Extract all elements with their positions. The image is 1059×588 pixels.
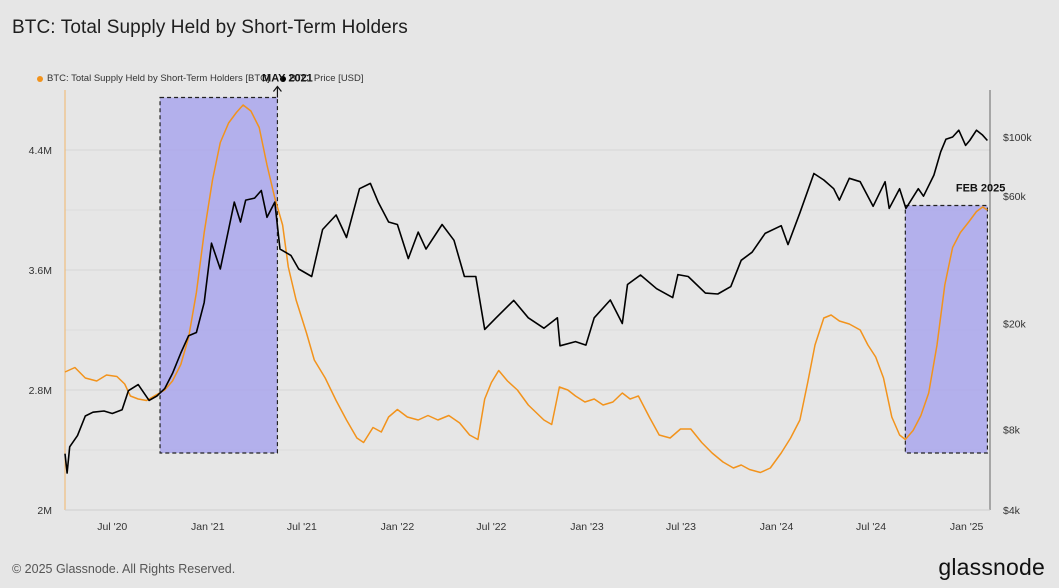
x-tick-label: Jan '25 <box>950 521 984 533</box>
copyright-footer: © 2025 Glassnode. All Rights Reserved. <box>12 562 236 576</box>
highlight-box-2 <box>904 204 989 454</box>
y-left-tick-label: 2M <box>37 505 52 517</box>
y-left-tick-label: 2.8M <box>29 385 52 397</box>
legend-label-supply: BTC: Total Supply Held by Short-Term Hol… <box>47 73 270 84</box>
x-tick-label: Jan '23 <box>570 521 604 533</box>
y-left-tick-label: 4.4M <box>29 145 52 157</box>
y-right-tick-label: $100k <box>1003 132 1032 144</box>
x-tick-label: Jan '22 <box>381 521 415 533</box>
legend-swatch-price <box>279 75 286 82</box>
legend-item-price[interactable]: BTC: Price [USD] <box>279 73 364 84</box>
y-right-tick-label: $8k <box>1003 425 1021 437</box>
x-tick-label: Jul '23 <box>666 521 696 533</box>
x-tick-label: Jul '21 <box>287 521 317 533</box>
highlight-box-1 <box>159 96 279 454</box>
series-line-price <box>64 129 988 474</box>
series-line-supply <box>64 104 988 474</box>
legend-label-price: BTC: Price [USD] <box>289 73 364 84</box>
annotation-label-may-2021: MAY 2021 <box>262 73 313 85</box>
y-right-tick-label: $20k <box>1003 318 1027 330</box>
chart-legend: BTC: Total Supply Held by Short-Term Hol… <box>37 73 364 84</box>
legend-swatch-supply <box>37 75 43 82</box>
y-right-tick-label: $60k <box>1003 191 1027 203</box>
x-tick-label: Jul '22 <box>476 521 506 533</box>
x-tick-label: Jul '20 <box>97 521 127 533</box>
y-left-tick-label: 3.6M <box>29 265 52 277</box>
chart-title: BTC: Total Supply Held by Short-Term Hol… <box>12 17 408 38</box>
x-tick-label: Jan '21 <box>191 521 225 533</box>
y-right-tick-label: $4k <box>1003 505 1021 517</box>
x-tick-label: Jul '24 <box>856 521 886 533</box>
annotation-arrowhead-may-2021 <box>272 85 282 92</box>
annotation-label-feb-2025: FEB 2025 <box>956 183 1006 195</box>
x-tick-label: Jan '24 <box>760 521 794 533</box>
brand-logo: glassnode <box>938 554 1045 580</box>
legend-item-supply[interactable]: BTC: Total Supply Held by Short-Term Hol… <box>37 73 270 84</box>
